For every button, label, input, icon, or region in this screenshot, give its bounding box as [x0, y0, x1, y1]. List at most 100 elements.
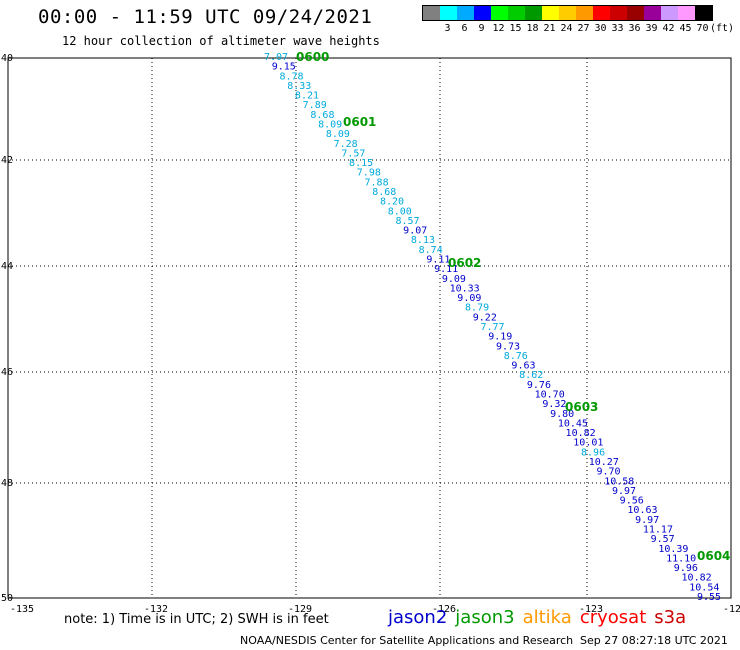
lat-tick-label: 46 — [1, 367, 13, 378]
legend-label: 21 — [543, 23, 556, 34]
legend-labels: 3 6 9 12 15 18 21 24 27 30 33 36 39 42 45 70 — [422, 23, 713, 34]
lat-tick-label: 44 — [1, 261, 13, 272]
lon-tick-label: -135 — [10, 604, 34, 615]
legend-swatch — [474, 6, 491, 20]
pass-label: 0602 — [448, 256, 481, 270]
track-point-label: 9.19 — [488, 332, 512, 343]
track-point-label: 9.32 — [542, 399, 566, 410]
track-point-label: 9.15 — [272, 62, 296, 73]
lon-tick-label: -123 — [579, 604, 603, 615]
legend-swatch — [457, 6, 474, 20]
satellite-jason3: jason3 — [455, 607, 515, 628]
legend-label: 18 — [526, 23, 539, 34]
legend-label: 36 — [628, 23, 641, 34]
pass-labels: 0600 0601 0602 0603 0604 — [296, 50, 730, 563]
track-point-label: 9.57 — [651, 534, 675, 545]
track-point-label: 8.09 — [318, 120, 342, 131]
lat-tick-label: 48 — [1, 478, 13, 489]
legend-swatch — [576, 6, 593, 20]
map-frame — [7, 57, 732, 599]
lat-tick-label: 42 — [1, 155, 13, 166]
track-point-label: 9.56 — [620, 496, 644, 507]
legend-label: 27 — [577, 23, 590, 34]
track-point-label: 10.58 — [604, 476, 634, 487]
track-point-label: 8.33 — [287, 81, 311, 92]
track-point-label: 7.77 — [481, 322, 505, 333]
pass-label: 0604 — [697, 549, 730, 563]
legend-swatches — [422, 5, 713, 21]
map-title: 00:00 - 11:59 UTC 09/24/2021 — [38, 6, 373, 28]
track-point-label: 10.54 — [689, 582, 719, 593]
legend-label: 6 — [461, 23, 468, 34]
legend-label: 9 — [478, 23, 485, 34]
track-point-label: 9.76 — [527, 380, 551, 391]
track-point-label: 7.98 — [357, 168, 381, 179]
track-point-label: 7.89 — [303, 100, 327, 111]
satellite-s3a: s3a — [654, 607, 687, 628]
legend-swatch — [678, 6, 695, 20]
track-point-label: 8.96 — [581, 447, 605, 458]
legend-swatch — [423, 6, 440, 20]
track-point-label: 9.09 — [442, 274, 466, 285]
pass-label: 0603 — [565, 400, 598, 414]
track-point-label: 8.79 — [465, 303, 489, 314]
legend-label: 12 — [492, 23, 505, 34]
legend-swatch — [610, 6, 627, 20]
color-legend: 3 6 9 12 15 18 21 24 27 30 33 36 39 42 45 70 (ft) — [422, 5, 734, 34]
track-point-label: 8.20 — [380, 197, 404, 208]
track-point-label: 9.55 — [697, 592, 721, 603]
lon-tick-label: -132 — [144, 604, 168, 615]
track-point-label: 11.17 — [643, 525, 673, 536]
legend-unit: (ft) — [710, 23, 735, 34]
map-subtitle: 12 hour collection of altimeter wave hei… — [62, 34, 380, 48]
legend-swatch — [525, 6, 542, 20]
pass-label: 0601 — [343, 115, 376, 129]
legend-label: 3 — [444, 23, 451, 34]
lat-tick-label: 40 — [1, 53, 13, 64]
map-grid — [7, 57, 732, 599]
track-point-label: 8.74 — [419, 245, 443, 256]
legend-swatch — [491, 6, 508, 20]
legend-swatch — [627, 6, 644, 20]
track-point-label: 7.28 — [334, 139, 358, 150]
lon-tick-label: -126 — [432, 604, 456, 615]
track-point-label: 7.88 — [365, 177, 389, 188]
lat-tick-label: 50 — [1, 593, 13, 604]
satellite-altika: altika — [522, 607, 572, 628]
track-point-label: 10.01 — [573, 438, 603, 449]
legend-swatch — [593, 6, 610, 20]
satellite-legend: jason2 jason3 altika cryosat s3a — [388, 607, 694, 628]
track-point-label: 9.70 — [596, 467, 620, 478]
track-point-label: 8.15 — [349, 158, 373, 169]
track-point-label: 10.70 — [535, 390, 565, 401]
track-point-label: 8.09 — [326, 129, 350, 140]
legend-swatch — [644, 6, 661, 20]
footer-note: note: 1) Time is in UTC; 2) SWH is in fe… — [64, 612, 329, 627]
track-point-label: 8.00 — [388, 206, 412, 217]
track-point-label: 9.22 — [473, 312, 497, 323]
track-points: 7.079.158.788.338.217.898.688.098.097.28… — [264, 52, 721, 603]
track-point-label: 8.76 — [504, 351, 528, 362]
track-point-label: 9.97 — [635, 515, 659, 526]
legend-swatch — [559, 6, 576, 20]
track-point-label: 7.57 — [341, 148, 365, 159]
track-point-label: 9.11 — [434, 264, 458, 275]
track-point-label: 7.07 — [264, 52, 288, 63]
legend-label: 39 — [645, 23, 658, 34]
legend-label: 15 — [509, 23, 522, 34]
track-point-label: 9.80 — [550, 409, 574, 420]
track-point-label: 8.68 — [372, 187, 396, 198]
legend-label: 42 — [662, 23, 675, 34]
lon-tick-label: -120 — [723, 604, 740, 615]
track-point-label: 8.78 — [279, 71, 303, 82]
track-point-label: 10.27 — [589, 457, 619, 468]
track-point-label: 10.33 — [450, 283, 480, 294]
track-point-label: 9.97 — [612, 486, 636, 497]
legend-swatch — [440, 6, 457, 20]
satellite-jason2: jason2 — [388, 607, 448, 628]
track-point-label: 8.13 — [411, 235, 435, 246]
track-point-label: 10.82 — [682, 573, 712, 584]
track-point-label: 9.63 — [511, 361, 535, 372]
legend-swatch — [542, 6, 559, 20]
